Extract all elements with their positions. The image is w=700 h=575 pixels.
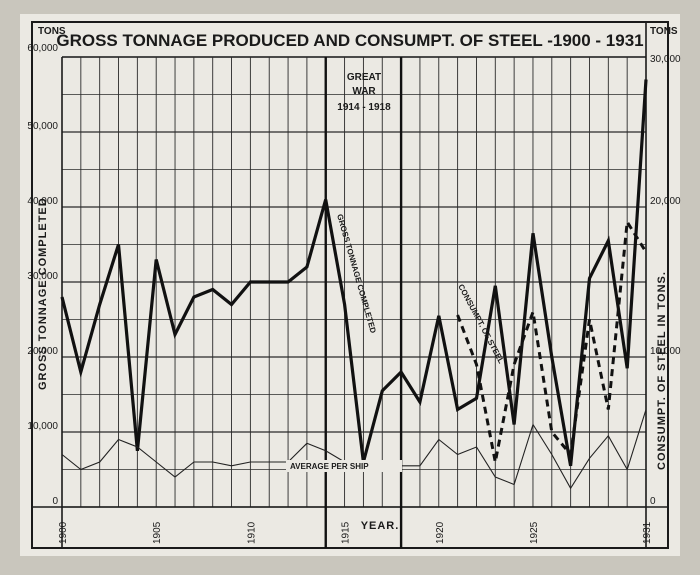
left-tick-label-0: 0 xyxy=(52,496,58,507)
x-tick-label-1900: 1900 xyxy=(58,521,69,544)
x-tick-label-1925: 1925 xyxy=(529,521,540,544)
x-tick-label-1931: 1931 xyxy=(642,521,653,544)
right-tick-label-0: 0 xyxy=(650,496,656,507)
x-tick-label-1910: 1910 xyxy=(246,521,257,544)
war-annotation-line3: 1914 - 1918 xyxy=(337,102,391,113)
left-axis-title: GROSS TONNAGE COMPLETED xyxy=(37,197,49,390)
left-unit-label: TONS xyxy=(38,26,66,37)
x-tick-label-1920: 1920 xyxy=(435,521,446,544)
x-tick-label-1905: 1905 xyxy=(152,521,163,544)
chart-title: GROSS TONNAGE PRODUCED AND CONSUMPT. OF … xyxy=(56,31,643,50)
war-annotation-line1: GREAT xyxy=(347,72,381,83)
x-tick-label-1915: 1915 xyxy=(341,521,352,544)
left-tick-label-6: 60,000 xyxy=(27,43,58,54)
x-axis-title: YEAR. xyxy=(361,520,400,532)
chart-paper xyxy=(20,14,680,556)
right-tick-label-3: 30,000 xyxy=(650,54,681,65)
right-unit-label: TONS xyxy=(650,26,678,37)
right-tick-label-2: 20,000 xyxy=(650,196,681,207)
left-tick-label-5: 50,000 xyxy=(27,121,58,132)
war-annotation-line2: WAR xyxy=(352,86,376,97)
right-axis-title: CONSUMPT. OF STEEL IN TONS. xyxy=(656,271,668,470)
left-tick-label-1: 10,000 xyxy=(27,421,58,432)
series-label-average-per-ship: AVERAGE PER SHIP xyxy=(290,462,369,471)
